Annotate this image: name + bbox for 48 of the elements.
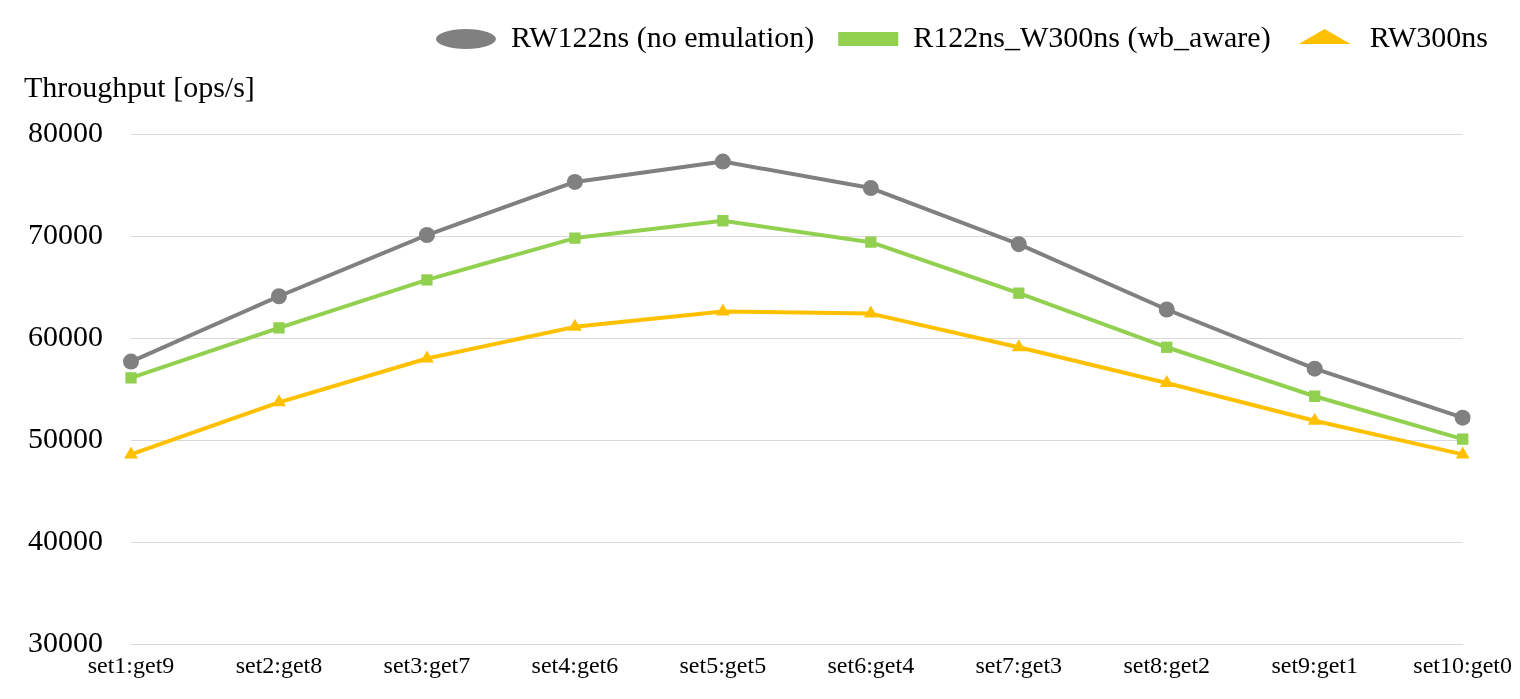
point (125, 372, 137, 384)
point (1306, 360, 1323, 377)
legend-label: RW122ns (no emulation) (510, 19, 815, 54)
x-tick-label: set4:get6 (531, 651, 619, 678)
point (1309, 390, 1321, 402)
point (1161, 341, 1173, 353)
y-tick-label: 60000 (28, 318, 103, 352)
point (1158, 301, 1175, 318)
point (1010, 236, 1027, 253)
x-tick-label: set2:get8 (235, 651, 323, 678)
legend-label: R122ns_W300ns (wb_aware) (913, 19, 1271, 54)
x-tick-label: set5:get5 (679, 651, 767, 678)
legend-label: RW300ns (1369, 19, 1489, 53)
x-tick-label: set9:get1 (1271, 651, 1359, 678)
point (1307, 412, 1322, 425)
point (1457, 433, 1469, 445)
y-axis-title: Throughput [ops/s] (24, 70, 255, 104)
point (569, 232, 581, 244)
x-tick-label: set3:get7 (383, 651, 471, 678)
point (566, 173, 583, 190)
point (863, 305, 878, 318)
point (714, 153, 731, 170)
point (862, 180, 879, 197)
point (272, 394, 286, 407)
point (1455, 446, 1470, 459)
x-tick-label: set10:get0 (1413, 651, 1512, 678)
point (1011, 339, 1026, 352)
point (270, 288, 287, 305)
point (567, 318, 582, 331)
point (1159, 374, 1174, 387)
point (1013, 287, 1025, 299)
point (717, 215, 729, 227)
point (865, 236, 877, 248)
point (1454, 409, 1471, 426)
point (418, 227, 435, 244)
y-tick-label: 50000 (28, 420, 103, 454)
point (273, 322, 285, 334)
point (420, 350, 434, 363)
x-tick-label: set6:get4 (827, 651, 915, 678)
point (715, 303, 730, 316)
y-tick-label: 70000 (28, 216, 103, 250)
x-tick-label: set7:get3 (975, 651, 1063, 678)
x-tick-label: set8:get2 (1123, 651, 1211, 678)
point (124, 446, 138, 459)
point (123, 353, 139, 370)
point (421, 274, 433, 286)
y-tick-label: 40000 (28, 523, 103, 557)
y-tick-label: 80000 (28, 114, 103, 148)
